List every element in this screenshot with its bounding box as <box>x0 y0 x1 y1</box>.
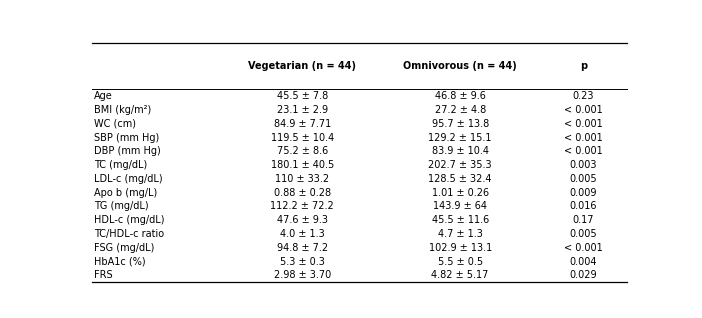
Text: p: p <box>580 61 587 71</box>
Text: Age: Age <box>94 91 113 101</box>
Text: 27.2 ± 4.8: 27.2 ± 4.8 <box>435 105 486 115</box>
Text: TC/HDL-c ratio: TC/HDL-c ratio <box>94 229 164 239</box>
Text: 143.9 ± 64: 143.9 ± 64 <box>433 202 487 211</box>
Text: BMI (kg/m²): BMI (kg/m²) <box>94 105 152 115</box>
Text: Vegetarian (n = 44): Vegetarian (n = 44) <box>249 61 356 71</box>
Text: SBP (mm Hg): SBP (mm Hg) <box>94 133 159 142</box>
Text: < 0.001: < 0.001 <box>564 243 602 253</box>
Text: 102.9 ± 13.1: 102.9 ± 13.1 <box>428 243 492 253</box>
Text: 128.5 ± 32.4: 128.5 ± 32.4 <box>428 174 492 184</box>
Text: 45.5 ± 7.8: 45.5 ± 7.8 <box>277 91 328 101</box>
Text: 84.9 ± 7.71: 84.9 ± 7.71 <box>274 119 331 129</box>
Text: 75.2 ± 8.6: 75.2 ± 8.6 <box>277 146 328 156</box>
Text: 23.1 ± 2.9: 23.1 ± 2.9 <box>277 105 328 115</box>
Text: 4.7 ± 1.3: 4.7 ± 1.3 <box>438 229 482 239</box>
Text: 0.029: 0.029 <box>569 270 597 280</box>
Text: 5.5 ± 0.5: 5.5 ± 0.5 <box>437 257 483 266</box>
Text: 2.98 ± 3.70: 2.98 ± 3.70 <box>274 270 331 280</box>
Text: 0.005: 0.005 <box>569 174 597 184</box>
Text: 1.01 ± 0.26: 1.01 ± 0.26 <box>432 188 489 198</box>
Text: LDL-c (mg/dL): LDL-c (mg/dL) <box>94 174 163 184</box>
Text: FSG (mg/dL): FSG (mg/dL) <box>94 243 154 253</box>
Text: 129.2 ± 15.1: 129.2 ± 15.1 <box>428 133 492 142</box>
Text: WC (cm): WC (cm) <box>94 119 136 129</box>
Text: 47.6 ± 9.3: 47.6 ± 9.3 <box>277 215 328 225</box>
Text: < 0.001: < 0.001 <box>564 119 602 129</box>
Text: 0.016: 0.016 <box>569 202 597 211</box>
Text: 4.82 ± 5.17: 4.82 ± 5.17 <box>432 270 489 280</box>
Text: 46.8 ± 9.6: 46.8 ± 9.6 <box>435 91 486 101</box>
Text: HDL-c (mg/dL): HDL-c (mg/dL) <box>94 215 165 225</box>
Text: < 0.001: < 0.001 <box>564 105 602 115</box>
Text: 4.0 ± 1.3: 4.0 ± 1.3 <box>280 229 324 239</box>
Text: Apo b (mg/L): Apo b (mg/L) <box>94 188 157 198</box>
Text: 94.8 ± 7.2: 94.8 ± 7.2 <box>277 243 328 253</box>
Text: < 0.001: < 0.001 <box>564 146 602 156</box>
Text: FRS: FRS <box>94 270 113 280</box>
Text: 5.3 ± 0.3: 5.3 ± 0.3 <box>280 257 324 266</box>
Text: 112.2 ± 72.2: 112.2 ± 72.2 <box>270 202 334 211</box>
Text: 83.9 ± 10.4: 83.9 ± 10.4 <box>432 146 489 156</box>
Text: 180.1 ± 40.5: 180.1 ± 40.5 <box>270 160 334 170</box>
Text: TG (mg/dL): TG (mg/dL) <box>94 202 149 211</box>
Text: DBP (mm Hg): DBP (mm Hg) <box>94 146 161 156</box>
Text: TC (mg/dL): TC (mg/dL) <box>94 160 147 170</box>
Text: 45.5 ± 11.6: 45.5 ± 11.6 <box>432 215 489 225</box>
Text: < 0.001: < 0.001 <box>564 133 602 142</box>
Text: 0.003: 0.003 <box>569 160 597 170</box>
Text: 95.7 ± 13.8: 95.7 ± 13.8 <box>432 119 489 129</box>
Text: 110 ± 33.2: 110 ± 33.2 <box>275 174 329 184</box>
Text: 0.23: 0.23 <box>573 91 594 101</box>
Text: 202.7 ± 35.3: 202.7 ± 35.3 <box>428 160 492 170</box>
Text: 0.17: 0.17 <box>573 215 594 225</box>
Text: Omnivorous (n = 44): Omnivorous (n = 44) <box>403 61 517 71</box>
Text: 119.5 ± 10.4: 119.5 ± 10.4 <box>270 133 334 142</box>
Text: 0.009: 0.009 <box>569 188 597 198</box>
Text: 0.005: 0.005 <box>569 229 597 239</box>
Text: HbA1c (%): HbA1c (%) <box>94 257 146 266</box>
Text: 0.88 ± 0.28: 0.88 ± 0.28 <box>274 188 331 198</box>
Text: 0.004: 0.004 <box>569 257 597 266</box>
